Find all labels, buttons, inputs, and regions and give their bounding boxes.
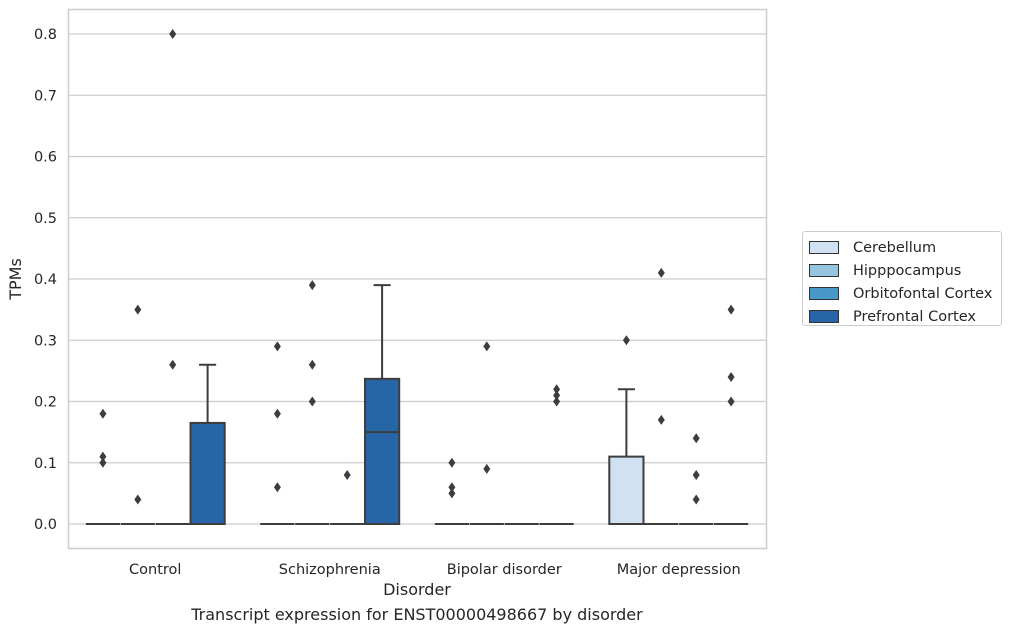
outlier-point xyxy=(308,396,316,407)
outlier-point xyxy=(692,494,700,505)
plot-frame xyxy=(67,8,768,550)
box-cerebellum-control xyxy=(85,408,121,525)
legend-swatch xyxy=(809,241,839,254)
x-tick-label: Control xyxy=(129,562,181,578)
outlier-point xyxy=(343,470,351,480)
outlier-point xyxy=(622,335,630,346)
outlier-point xyxy=(727,372,735,382)
y-tick-label: 0.6 xyxy=(34,150,57,166)
legend-item-cerebellum: Cerebellum xyxy=(809,236,995,259)
legend-swatch xyxy=(809,287,839,300)
box-cerebellum-schizophrenia xyxy=(260,341,295,525)
box-cerebellum-bipolar-disorder xyxy=(434,457,470,525)
legend-label: Cerebellum xyxy=(853,239,937,256)
outlier-point xyxy=(692,470,700,480)
y-tick-label: 0.3 xyxy=(34,333,57,349)
y-axis-label: TPMs xyxy=(6,258,25,301)
y-tick-label: 0.8 xyxy=(34,27,57,43)
grid-lines xyxy=(68,33,766,525)
legend: Cerebellum Hipppocampus Orbitofontal Corte… xyxy=(802,231,1002,326)
y-tick-label: 0.1 xyxy=(34,456,57,472)
outlier-point xyxy=(448,488,456,499)
box-orbitofontal-cortex-major-depression xyxy=(679,433,714,525)
y-tick-label: 0.2 xyxy=(34,395,57,411)
x-tick-label: Bipolar disorder xyxy=(447,562,562,578)
outlier-point xyxy=(483,341,491,352)
legend-item-hipppocampus: Hipppocampus xyxy=(809,259,995,282)
outlier-point xyxy=(308,359,316,370)
box-orbitofontal-cortex-schizophrenia xyxy=(330,470,365,525)
box-prefrontal-cortex-control xyxy=(189,363,226,525)
box-rect xyxy=(189,421,226,525)
outlier-point xyxy=(448,457,456,468)
y-tick-labels: 0.0 0.1 0.2 0.3 0.4 0.5 0.6 0.7 0.8 xyxy=(34,27,57,533)
box-hipppocampus-major-depression xyxy=(644,267,679,525)
outlier-point xyxy=(134,494,142,505)
legend-label: Prefrontal Cortex xyxy=(853,308,976,325)
chart-title: Transcript expression for ENST0000049866… xyxy=(191,605,643,624)
boxes-layer xyxy=(85,29,749,525)
y-tick-label: 0.0 xyxy=(34,517,57,533)
outlier-point xyxy=(169,359,177,370)
box-cerebellum-major-depression xyxy=(608,335,645,525)
legend-item-prefrontal-cortex: Prefrontal Cortex xyxy=(809,305,995,328)
box-hipppocampus-control xyxy=(120,304,155,525)
box-rect xyxy=(363,377,401,525)
box-prefrontal-cortex-schizophrenia xyxy=(363,284,401,525)
outlier-point xyxy=(727,304,735,315)
x-tick-label: Schizophrenia xyxy=(279,562,381,578)
y-tick-label: 0.5 xyxy=(34,211,57,227)
outlier-point xyxy=(448,482,456,493)
legend-label: Orbitofontal Cortex xyxy=(853,285,993,302)
outlier-point xyxy=(99,451,107,462)
outlier-point xyxy=(692,433,700,444)
outlier-point xyxy=(553,390,561,401)
x-tick-label: Major depression xyxy=(617,562,741,578)
outlier-point xyxy=(169,29,177,39)
box-orbitofontal-cortex-control xyxy=(155,29,190,525)
y-tick-label: 0.7 xyxy=(34,88,57,104)
outlier-point xyxy=(273,408,281,419)
outlier-point xyxy=(134,304,142,315)
outlier-point xyxy=(99,408,107,419)
outlier-point xyxy=(657,414,665,425)
legend-item-orbitofontal-cortex: Orbitofontal Cortex xyxy=(809,282,995,305)
legend-label: Hipppocampus xyxy=(853,262,962,279)
box-prefrontal-cortex-bipolar-disorder xyxy=(539,384,574,525)
outlier-point xyxy=(657,267,665,278)
box-hipppocampus-schizophrenia xyxy=(295,280,330,525)
x-tick-labels: Control Schizophrenia Bipolar disorder Majo… xyxy=(129,562,741,578)
outlier-point xyxy=(273,341,281,352)
box-rect xyxy=(608,455,645,525)
outlier-point xyxy=(308,280,316,291)
outlier-point xyxy=(483,463,491,474)
box-hipppocampus-bipolar-disorder xyxy=(469,341,504,525)
legend-swatch xyxy=(809,264,839,277)
outlier-point xyxy=(99,457,107,468)
outlier-point xyxy=(553,384,561,395)
y-tick-label: 0.4 xyxy=(34,272,57,288)
outlier-point xyxy=(727,396,735,407)
outlier-point xyxy=(273,482,281,493)
outlier-point xyxy=(553,396,561,407)
box-prefrontal-cortex-major-depression xyxy=(713,304,749,525)
x-axis-label: Disorder xyxy=(383,580,451,599)
legend-swatch xyxy=(809,310,839,323)
